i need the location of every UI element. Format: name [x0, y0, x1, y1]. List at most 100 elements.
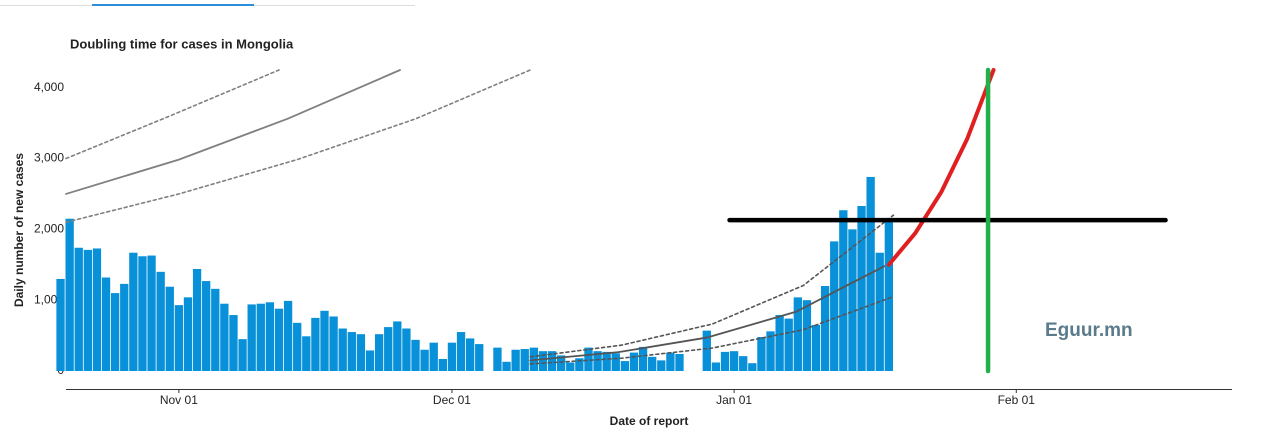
bar — [83, 249, 92, 371]
line — [529, 265, 886, 362]
bar — [557, 355, 566, 371]
y-tick-label: 2,000 — [34, 222, 64, 236]
bar — [711, 362, 721, 371]
bar — [657, 360, 666, 371]
bar — [793, 297, 802, 371]
x-tick-label: Feb 01 — [998, 393, 1036, 407]
bar — [611, 353, 620, 371]
bar — [620, 361, 630, 371]
bar — [129, 252, 138, 371]
watermark: Eguur.mn — [1045, 320, 1133, 341]
bar — [165, 286, 174, 371]
bar — [575, 358, 584, 371]
bar — [475, 344, 484, 371]
bar — [648, 356, 657, 371]
bar — [101, 277, 111, 371]
bar — [820, 286, 830, 371]
bar — [766, 331, 775, 371]
bar — [802, 300, 812, 371]
x-tick-label: Jan 01 — [716, 393, 752, 407]
bar — [757, 337, 766, 371]
y-axis-label: Daily number of new cases — [12, 153, 26, 307]
bar — [356, 334, 366, 371]
bar — [74, 247, 83, 371]
bar — [502, 361, 511, 371]
bar — [848, 229, 857, 371]
bar — [365, 350, 375, 371]
bar — [238, 339, 247, 371]
bar — [447, 342, 457, 371]
bar — [211, 288, 220, 371]
y-tick-label: 3,000 — [34, 151, 64, 165]
bar — [493, 347, 502, 371]
bar — [138, 256, 147, 371]
line — [529, 295, 895, 365]
bar — [811, 324, 821, 371]
bar — [192, 269, 202, 371]
bar — [511, 349, 520, 371]
bar — [429, 342, 438, 371]
bar — [274, 308, 284, 371]
bar — [411, 339, 420, 371]
bar — [839, 210, 848, 371]
bar — [174, 305, 184, 371]
bar — [384, 327, 393, 371]
bar — [402, 328, 411, 371]
bar — [220, 303, 229, 371]
bar — [202, 281, 211, 371]
bar — [393, 321, 402, 371]
bar — [374, 334, 384, 371]
bar — [638, 346, 648, 371]
bar — [748, 363, 757, 371]
bar — [547, 351, 557, 371]
x-tick-label: Dec 01 — [433, 393, 471, 407]
line — [65, 69, 280, 160]
bar — [156, 271, 165, 371]
bar — [520, 349, 529, 371]
bar — [293, 322, 302, 371]
bar — [111, 293, 120, 371]
bar — [629, 352, 639, 371]
bar — [229, 315, 238, 371]
bar — [830, 241, 839, 371]
line — [886, 68, 996, 267]
bar — [720, 351, 730, 371]
bar — [65, 218, 74, 371]
x-axis-label: Date of report — [610, 414, 689, 428]
bar — [338, 328, 347, 371]
bar — [593, 351, 602, 371]
line — [65, 69, 532, 224]
bar — [256, 303, 265, 371]
bar — [875, 252, 884, 371]
chart-title: Doubling time for cases in Mongolia — [70, 36, 294, 51]
bar — [465, 338, 475, 371]
bar — [147, 255, 156, 371]
bar — [702, 330, 711, 371]
bar — [784, 318, 793, 371]
bar — [729, 351, 739, 371]
line — [65, 69, 401, 195]
bar — [311, 317, 320, 371]
bar — [675, 354, 684, 371]
bar — [56, 278, 65, 371]
bar — [283, 300, 293, 371]
bar — [775, 315, 784, 371]
bar — [456, 332, 466, 371]
bar — [247, 304, 256, 371]
bar — [584, 347, 593, 371]
y-tick-label: 4,000 — [34, 80, 64, 94]
bar — [438, 358, 447, 371]
bar — [666, 352, 675, 371]
bar — [347, 332, 356, 371]
bar — [566, 362, 575, 371]
bar — [92, 248, 102, 371]
bar — [538, 351, 548, 371]
bar — [183, 297, 193, 371]
line — [529, 214, 895, 358]
bar — [739, 356, 748, 371]
bar — [120, 283, 129, 371]
bar — [329, 316, 338, 371]
bar — [884, 219, 893, 371]
bar — [857, 205, 866, 371]
